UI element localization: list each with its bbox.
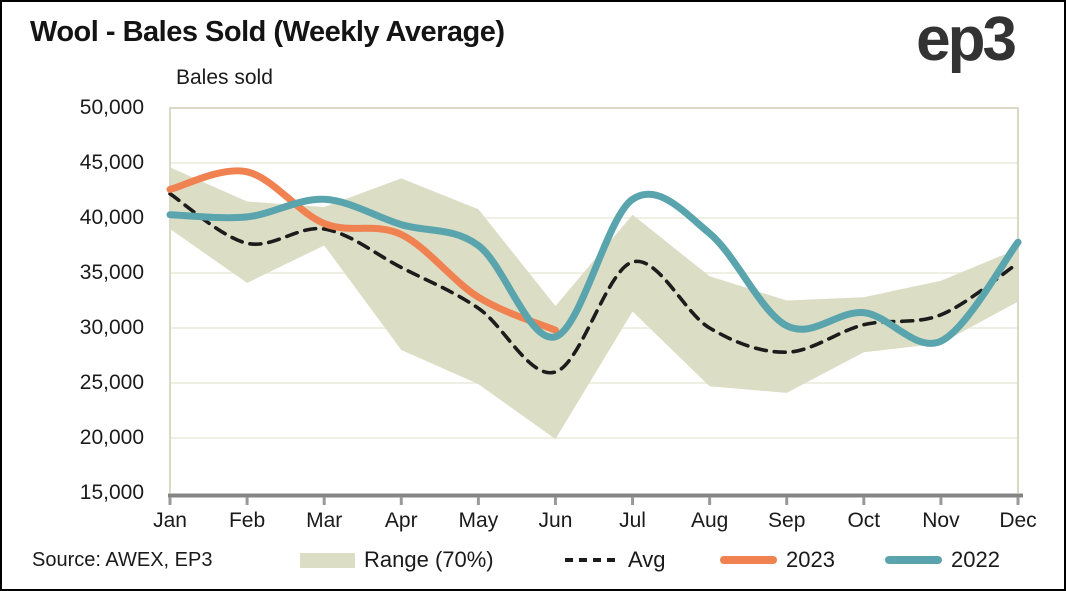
x-tick-label: Oct <box>847 509 881 532</box>
y-tick-label: 20,000 <box>79 426 144 449</box>
legend-label: Avg <box>628 547 666 572</box>
x-tick-label: Aug <box>690 509 729 532</box>
line-2023 <box>166 167 559 334</box>
avg-line <box>168 192 1020 375</box>
chart-title: Wool - Bales Sold (Weekly Average) <box>30 16 505 48</box>
legend-item-2023: 2023 <box>720 545 835 575</box>
avg-swatch <box>565 558 618 562</box>
source-note: Source: AWEX, EP3 <box>32 549 213 571</box>
2023-swatch <box>720 556 777 564</box>
legend-label: Range (70%) <box>364 547 494 572</box>
y-tick-label: 45,000 <box>79 151 144 174</box>
x-tick-label: Feb <box>228 509 266 532</box>
legend-item-range-70: Range (70%) <box>300 545 494 575</box>
y-tick-label: 25,000 <box>79 371 144 394</box>
y-tick-label: 50,000 <box>79 96 144 119</box>
y-tick-label: 15,000 <box>79 481 144 504</box>
x-tick-label: Sep <box>768 509 806 532</box>
y-axis-title: Bales sold <box>176 66 273 89</box>
legend-label: 2022 <box>951 547 1000 572</box>
x-tick-label: Jun <box>538 509 573 532</box>
legend-item-avg: Avg <box>564 545 666 575</box>
y-tick-label: 35,000 <box>79 261 144 284</box>
range-swatch <box>300 552 355 568</box>
x-tick-label: Mar <box>306 509 343 532</box>
y-tick-label: 40,000 <box>79 206 144 229</box>
range-band <box>170 167 1018 440</box>
legend-label: 2023 <box>786 547 835 572</box>
y-tick-label: 30,000 <box>79 316 144 339</box>
plot-area <box>166 107 1023 505</box>
plot-border <box>169 107 1019 493</box>
legend-item-2022: 2022 <box>885 545 1000 575</box>
x-tick-label: Dec <box>999 509 1037 532</box>
x-tick-label: Jan <box>153 509 187 532</box>
x-tick-label: Apr <box>384 509 418 532</box>
line-2022 <box>166 190 1022 347</box>
x-tick-label: Nov <box>922 509 960 532</box>
x-tick-label: May <box>458 509 499 532</box>
ep3-logo: ep3 <box>916 5 1017 74</box>
x-tick-label: Jul <box>619 509 646 532</box>
2022-swatch <box>885 556 942 564</box>
